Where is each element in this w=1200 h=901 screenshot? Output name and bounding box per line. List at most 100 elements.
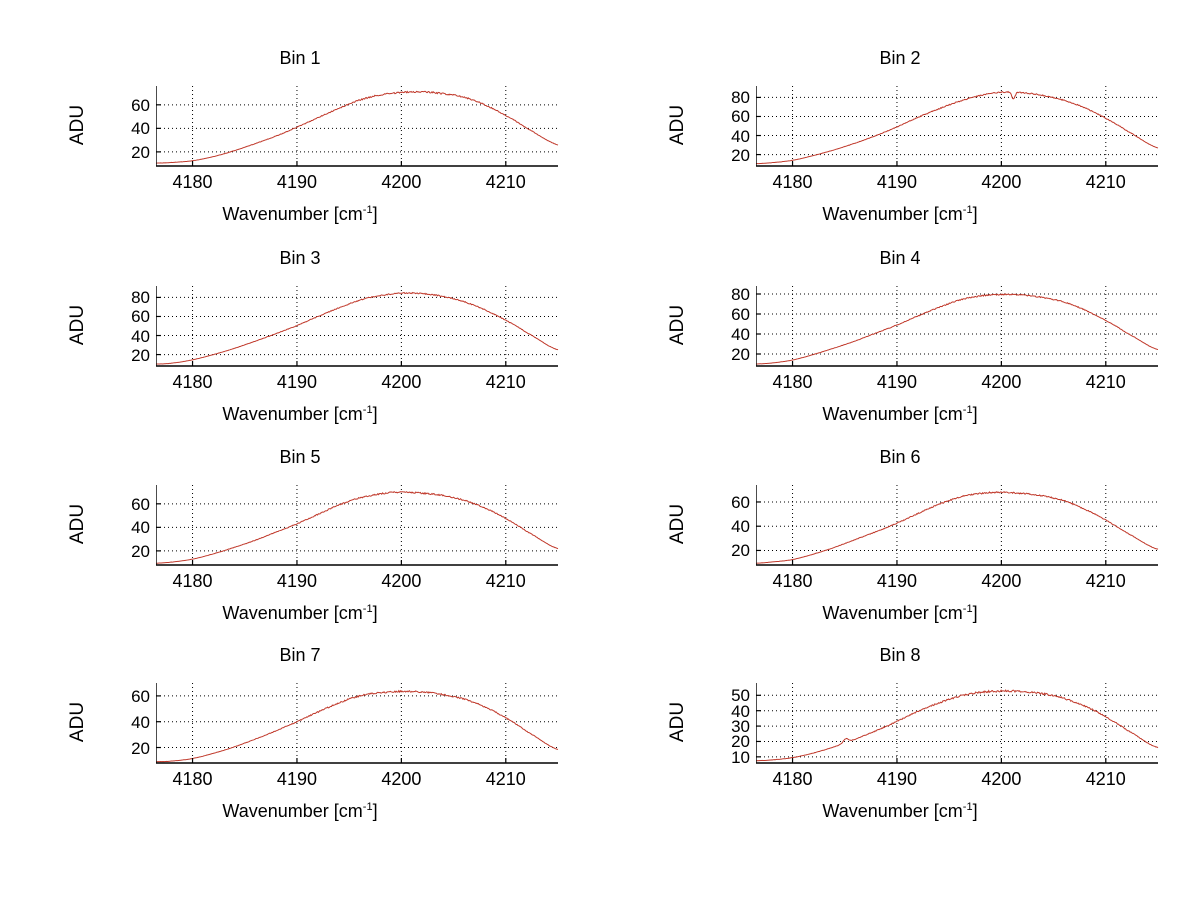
x-axis-label-bracket: ] [972,801,978,821]
x-axis-label: Wavenumber [cm-1] [0,204,600,225]
x-tick-label: 4210 [1085,372,1126,392]
y-tick-labels: 20 40 60 [104,86,150,166]
x-axis-label-text: Wavenumber [cm [222,603,363,623]
x-tick-label: 4200 [981,571,1022,591]
x-axis-label-bracket: ] [372,404,378,424]
spectrum-line [756,90,1159,165]
x-axis-label: Wavenumber [cm-1] [0,603,600,624]
y-tick-label: 20 [131,738,150,758]
subplot-bin-6: Bin 6 ADU 20 40 60 4180 4190 4200 4210 Wavenumber… [600,447,1200,652]
subplot-title: Bin 3 [279,248,321,268]
x-axis-label-text: Wavenumber [cm [222,404,363,424]
x-axis-label: Wavenumber [cm-1] [600,603,1200,624]
subplot-bin-3: Bin 3 ADU 20 40 60 80 4180 4190 4200 4210 Wavenumb… [0,248,600,453]
x-axis-label-text: Wavenumber [cm [822,404,963,424]
x-axis-label: Wavenumber [cm-1] [600,801,1200,822]
y-tick-label: 20 [731,345,750,364]
y-tick-label: 40 [731,325,750,344]
x-tick-label: 4180 [172,571,213,591]
subplot-title: Bin 4 [879,248,921,268]
plot-area [756,86,1159,167]
y-tick-label: 20 [731,541,750,561]
x-tick-label: 4180 [772,372,813,392]
x-tick-label: 4200 [381,571,422,591]
x-axis-label-text: Wavenumber [cm [822,603,963,623]
y-tick-label: 30 [731,717,750,737]
x-tick-label: 4200 [981,372,1022,392]
x-tick-label: 4180 [772,769,813,789]
y-tick-label: 40 [131,326,150,346]
x-axis-label-text: Wavenumber [cm [222,204,363,224]
x-axis-label-exponent: -1 [962,603,973,615]
y-tick-label: 80 [131,288,150,308]
spectrum-line [156,90,559,164]
subplot-title: Bin 1 [279,48,321,68]
y-tick-label: 20 [731,145,750,165]
x-axis-label-text: Wavenumber [cm [822,204,963,224]
x-tick-label: 4190 [276,571,317,591]
x-tick-label: 4180 [772,172,813,192]
y-tick-label: 40 [131,712,150,732]
y-tick-label: 40 [731,126,750,146]
spectrum-line [756,491,1159,564]
y-tick-labels: 20 40 60 [704,485,750,565]
y-tick-label: 60 [131,494,150,514]
x-tick-label: 4180 [172,372,213,392]
x-tick-label: 4200 [381,372,422,392]
x-axis-label-exponent: -1 [362,603,373,615]
x-tick-label: 4210 [485,769,526,789]
x-tick-label: 4210 [485,372,526,392]
spectrum-line [156,291,559,365]
x-tick-label: 4210 [485,571,526,591]
y-axis-label: ADU [67,701,88,743]
subplot-title: Bin 5 [279,447,321,467]
x-axis-label-bracket: ] [372,801,378,821]
y-tick-label: 80 [731,88,750,108]
y-tick-label: 60 [731,305,750,324]
y-tick-label: 80 [731,285,750,304]
x-axis-label-bracket: ] [972,603,978,623]
subplot-title: Bin 7 [279,645,321,665]
x-tick-label: 4200 [381,172,422,192]
x-tick-label: 4190 [276,769,317,789]
x-tick-label: 4190 [876,172,917,192]
plot-area [756,286,1159,367]
y-axis-label: ADU [67,304,88,346]
y-tick-labels: 10 20 30 40 50 [704,683,750,767]
y-tick-label: 10 [731,747,750,767]
y-axis-label: ADU [667,701,688,743]
y-axis-label: ADU [67,104,88,146]
x-tick-label: 4190 [276,372,317,392]
x-axis-label: Wavenumber [cm-1] [600,404,1200,425]
subplot-bin-8: Bin 8 ADU 10 20 30 40 50 4180 4190 4200 4210 Wavenu… [600,645,1200,850]
spectrum-line [156,689,559,763]
y-axis-label: ADU [667,503,688,545]
y-axis-label: ADU [667,104,688,146]
y-tick-label: 40 [731,517,750,537]
spectrum-line [156,491,559,564]
x-tick-label: 4210 [1085,571,1126,591]
plot-area [756,485,1159,566]
x-axis-label-exponent: -1 [962,801,973,813]
y-tick-label: 20 [131,541,150,561]
x-tick-label: 4200 [381,769,422,789]
x-tick-label: 4190 [876,571,917,591]
x-tick-label: 4200 [981,172,1022,192]
y-tick-labels: 20 40 60 [104,485,150,565]
x-axis-label: Wavenumber [cm-1] [0,801,600,822]
x-tick-label: 4210 [485,172,526,192]
plot-area [156,485,559,566]
x-axis-label: Wavenumber [cm-1] [0,404,600,425]
x-axis-label-exponent: -1 [962,204,973,216]
plot-area [156,286,559,367]
subplot-bin-2: Bin 2 ADU 20 40 60 80 4180 4190 4200 4210 Wavenumb… [600,48,1200,253]
subplot-title: Bin 8 [879,645,921,665]
y-tick-label: 20 [131,345,150,365]
subplot-title: Bin 6 [879,447,921,467]
spectrum-line [756,689,1159,762]
y-tick-label: 60 [731,107,750,127]
y-tick-label: 60 [731,492,750,512]
x-axis-label-text: Wavenumber [cm [822,801,963,821]
y-tick-labels: 20 40 60 [104,683,150,763]
